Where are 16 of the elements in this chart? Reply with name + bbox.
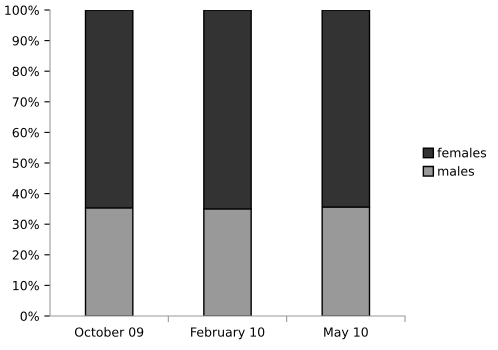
legend-label: males [438, 166, 474, 176]
y-tick-label: 0% [20, 311, 39, 321]
y-tick-label: 90% [12, 36, 39, 46]
x-tick-label: May 10 [324, 327, 368, 340]
y-tick-label: 50% [12, 158, 39, 168]
y-tick-label: 80% [12, 66, 39, 76]
legend-label: females [437, 148, 486, 158]
y-tick-label: 60% [12, 128, 39, 138]
x-tick-label: October 09 [74, 327, 144, 337]
y-tick-label: 100% [5, 5, 39, 15]
x-tick-label: February 10 [191, 327, 264, 340]
y-tick-label: 70% [12, 97, 39, 107]
y-tick-label: 10% [13, 280, 39, 290]
y-tick-label: 20% [12, 250, 39, 260]
y-tick-label: 30% [12, 220, 39, 230]
y-tick-label: 40% [12, 189, 39, 199]
